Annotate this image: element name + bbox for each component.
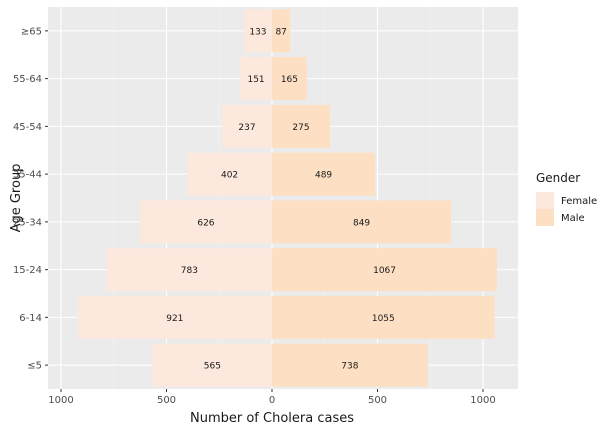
legend-title: Gender bbox=[536, 171, 580, 185]
data-label-female: 565 bbox=[204, 362, 221, 372]
data-label-female: 151 bbox=[247, 75, 264, 85]
bar-male-≤5 bbox=[272, 343, 428, 387]
legend-swatch-female bbox=[536, 192, 554, 209]
bars bbox=[77, 9, 498, 387]
bar-male-55-64 bbox=[272, 57, 307, 101]
y-tick-label: 55-64 bbox=[13, 74, 42, 85]
x-tick-label: 0 bbox=[269, 395, 275, 406]
y-tick-label: ≥65 bbox=[21, 26, 42, 37]
bar-female-35-44 bbox=[187, 152, 272, 196]
data-label-male: 1067 bbox=[373, 266, 396, 276]
y-axis-title: Age Group bbox=[9, 164, 24, 233]
bar-male-≥65 bbox=[272, 9, 291, 53]
bar-female-55-64 bbox=[240, 57, 272, 101]
data-label-male: 738 bbox=[341, 362, 358, 372]
bar-female-≤5 bbox=[152, 343, 272, 387]
legend-label-male: Male bbox=[561, 213, 585, 224]
legend-swatch-male bbox=[536, 209, 554, 226]
bar-female-15-24 bbox=[106, 248, 272, 292]
data-label-female: 783 bbox=[181, 266, 198, 276]
y-tick-label: 6-14 bbox=[19, 313, 42, 324]
bar-female-≥65 bbox=[243, 9, 272, 53]
data-label-female: 921 bbox=[166, 314, 183, 324]
x-axis: 1000 500 0 500 1000 bbox=[48, 389, 496, 406]
x-tick-label: 1000 bbox=[48, 395, 73, 406]
bar-male-25-34 bbox=[272, 200, 452, 244]
bar-male-15-24 bbox=[272, 248, 498, 292]
bar-female-6-14 bbox=[77, 295, 272, 339]
legend: Gender Female Male bbox=[536, 171, 597, 226]
data-label-female: 626 bbox=[197, 218, 214, 228]
x-tick-label: 500 bbox=[368, 395, 387, 406]
data-label-male: 849 bbox=[353, 218, 370, 228]
bar-labels: 565 738 921 1055 783 1067 626 849 402 489 237 275 15… bbox=[166, 27, 396, 371]
bar-male-35-44 bbox=[272, 152, 376, 196]
data-label-female: 133 bbox=[249, 27, 266, 37]
data-label-male: 1055 bbox=[372, 314, 395, 324]
bar-male-45-54 bbox=[272, 104, 331, 148]
bar-male-6-14 bbox=[272, 295, 495, 339]
y-tick-label: 35-44 bbox=[13, 170, 42, 181]
y-tick-label: 15-24 bbox=[13, 265, 42, 276]
x-tick-label: 1000 bbox=[470, 395, 495, 406]
data-label-female: 402 bbox=[221, 171, 238, 181]
data-label-male: 275 bbox=[292, 123, 309, 133]
bar-female-25-34 bbox=[139, 200, 272, 244]
y-axis: ≤5 6-14 15-24 25-34 35-44 45-54 55-64 ≥65 bbox=[13, 26, 48, 372]
data-label-male: 87 bbox=[275, 27, 286, 37]
legend-label-female: Female bbox=[561, 196, 597, 207]
y-tick-label: 45-54 bbox=[13, 122, 42, 133]
data-label-male: 489 bbox=[315, 171, 332, 181]
y-tick-label: 25-34 bbox=[13, 217, 42, 228]
bar-female-45-54 bbox=[221, 104, 272, 148]
y-tick-label: ≤5 bbox=[27, 361, 42, 372]
x-tick-label: 500 bbox=[157, 395, 176, 406]
data-label-male: 165 bbox=[281, 75, 298, 85]
data-label-female: 237 bbox=[238, 123, 255, 133]
x-axis-title: Number of Cholera cases bbox=[190, 411, 354, 426]
